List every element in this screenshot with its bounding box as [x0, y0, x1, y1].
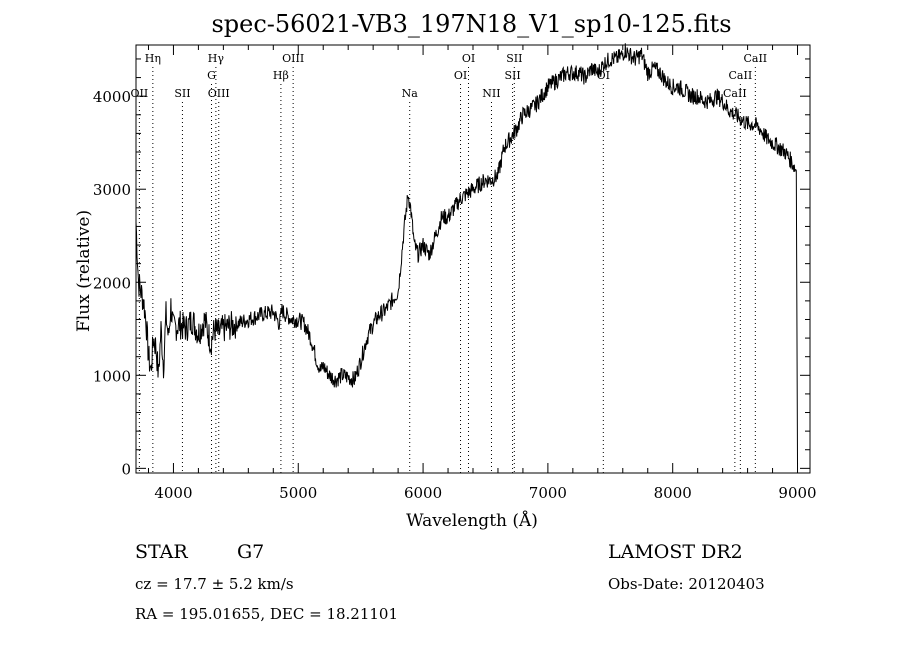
x-tick-label-4: 8000 — [654, 484, 692, 502]
y-tick-label-4: 4000 — [93, 88, 131, 106]
line-label-1: OII — [131, 87, 149, 100]
line-label-16: CaII — [729, 69, 753, 82]
line-label-2: SII — [174, 87, 190, 100]
line-label-8: Na — [402, 87, 419, 100]
y-axis-label: Flux (relative) — [74, 209, 94, 332]
y-tick-label-3: 3000 — [93, 181, 131, 199]
line-label-9: OI — [462, 52, 475, 65]
x-tick-label-0: 4000 — [154, 484, 192, 502]
line-label-11: NII — [482, 87, 500, 100]
survey-label: LAMOST DR2 — [608, 541, 743, 563]
line-label-17: CaII — [723, 87, 747, 100]
x-tick-label-2: 6000 — [404, 484, 442, 502]
line-label-10: OI — [454, 69, 467, 82]
line-label-0: Hη — [145, 52, 161, 65]
y-tick-label-1: 1000 — [93, 367, 131, 385]
coordinates-text: RA = 195.01655, DEC = 18.21101 — [135, 605, 399, 623]
obs-date: Obs-Date: 20120403 — [608, 575, 765, 593]
plot-frame — [135, 44, 811, 474]
line-label-13: SII — [504, 69, 520, 82]
x-tick-label-5: 9000 — [778, 484, 816, 502]
chart-title: spec-56021-VB3_197N18_V1_sp10-125.fits — [211, 10, 732, 38]
object-subclass: G7 — [237, 541, 265, 563]
line-label-5: OIII — [208, 87, 230, 100]
x-axis-label: Wavelength (Å) — [406, 511, 538, 531]
x-tick-label-1: 5000 — [279, 484, 317, 502]
spectrum-line — [135, 43, 798, 464]
object-class: STAR — [135, 541, 188, 563]
y-tick-label-2: 2000 — [93, 274, 131, 292]
line-label-15: CaII — [743, 52, 767, 65]
line-label-12: SII — [506, 52, 522, 65]
line-label-4: G — [207, 69, 216, 82]
line-label-3: Hγ — [208, 52, 225, 65]
y-tick-label-0: 0 — [121, 460, 131, 478]
redshift-text: cz = 17.7 ± 5.2 km/s — [135, 575, 294, 593]
line-label-7: Hβ — [273, 69, 289, 82]
line-label-6: OIII — [282, 52, 304, 65]
x-tick-label-3: 7000 — [529, 484, 567, 502]
